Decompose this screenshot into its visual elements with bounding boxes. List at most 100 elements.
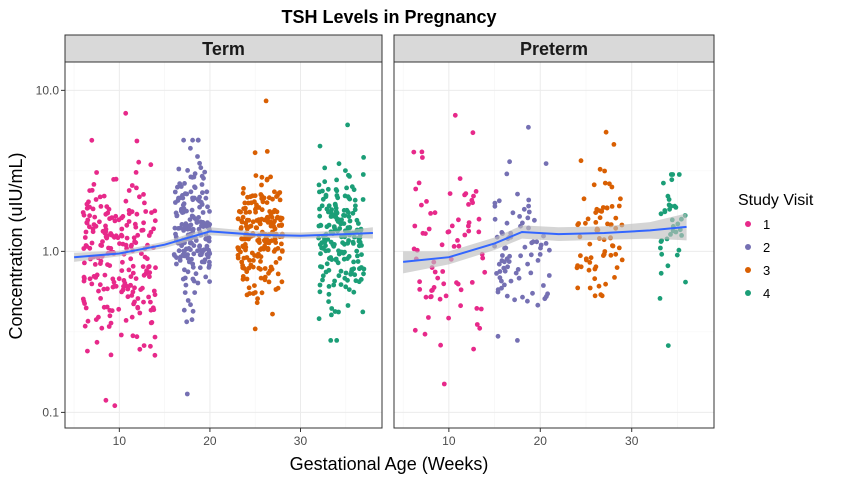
data-point-visit-1 [134, 334, 140, 340]
data-point-visit-1 [423, 231, 428, 237]
data-point-visit-3 [603, 129, 609, 135]
data-point-visit-1 [83, 305, 89, 311]
data-point-visit-2 [190, 308, 196, 314]
data-point-visit-4 [341, 208, 347, 213]
data-point-visit-1 [124, 222, 130, 228]
data-point-visit-1 [101, 304, 107, 310]
data-point-visit-1 [108, 231, 114, 236]
data-point-visit-3 [608, 252, 614, 258]
data-point-visit-2 [526, 209, 532, 215]
data-point-visit-1 [126, 267, 132, 273]
data-point-visit-1 [148, 343, 153, 349]
data-point-visit-1 [107, 313, 113, 319]
data-point-visit-1 [148, 307, 154, 313]
data-point-visit-2 [182, 191, 188, 197]
data-point-visit-3 [593, 264, 599, 270]
data-point-visit-3 [279, 279, 285, 285]
data-point-visit-1 [439, 242, 445, 248]
data-point-visit-1 [426, 226, 432, 232]
data-point-visit-4 [340, 240, 345, 246]
data-point-visit-1 [416, 180, 422, 186]
data-point-visit-4 [661, 180, 666, 186]
data-point-visit-3 [611, 142, 617, 147]
data-point-visit-2 [195, 137, 201, 143]
data-point-visit-2 [189, 317, 195, 323]
data-point-visit-3 [235, 255, 241, 261]
data-point-visit-1 [131, 235, 137, 241]
data-point-visit-4 [320, 246, 326, 251]
data-point-visit-4 [349, 267, 355, 272]
data-point-visit-4 [317, 213, 323, 219]
data-point-visit-4 [336, 251, 342, 257]
data-point-visit-1 [130, 270, 136, 276]
data-point-visit-2 [181, 206, 187, 212]
data-point-visit-4 [668, 203, 674, 209]
data-point-visit-2 [507, 159, 512, 165]
data-point-visit-3 [238, 226, 244, 232]
x-tick-label: 10 [442, 434, 456, 448]
data-point-visit-1 [115, 235, 121, 241]
data-point-visit-2 [513, 270, 519, 276]
data-point-visit-2 [497, 275, 503, 281]
data-point-visit-4 [316, 316, 322, 322]
data-point-visit-1 [119, 268, 125, 273]
data-point-visit-2 [526, 124, 531, 130]
legend-label: 1 [763, 217, 770, 232]
data-point-visit-4 [320, 277, 325, 283]
data-point-visit-3 [235, 216, 241, 222]
data-point-visit-3 [272, 189, 277, 195]
data-point-visit-2 [521, 206, 527, 212]
data-point-visit-1 [443, 293, 449, 299]
data-point-visit-3 [602, 168, 607, 174]
data-point-visit-1 [101, 193, 107, 199]
data-point-visit-3 [259, 216, 264, 222]
data-point-visit-1 [420, 155, 425, 160]
data-point-visit-1 [127, 283, 133, 288]
data-point-visit-4 [317, 143, 323, 149]
data-point-visit-4 [345, 194, 351, 200]
data-point-visit-1 [130, 289, 136, 295]
data-point-visit-1 [117, 241, 122, 247]
data-point-visit-3 [241, 236, 247, 242]
data-point-visit-3 [240, 190, 246, 196]
data-point-visit-2 [522, 244, 528, 250]
data-point-visit-1 [146, 294, 152, 300]
data-point-visit-4 [350, 210, 356, 216]
data-point-visit-2 [496, 198, 502, 204]
data-point-visit-1 [428, 294, 433, 300]
x-tick-label: 20 [203, 434, 217, 448]
data-point-visit-1 [151, 288, 157, 294]
data-point-visit-2 [181, 137, 187, 143]
data-point-visit-1 [143, 209, 149, 214]
data-point-visit-1 [89, 240, 95, 246]
data-point-visit-1 [426, 315, 431, 320]
data-point-visit-4 [353, 203, 358, 209]
data-point-visit-3 [597, 166, 603, 172]
data-point-visit-2 [205, 204, 210, 210]
data-point-visit-1 [98, 204, 104, 209]
data-point-visit-1 [413, 186, 419, 192]
data-point-visit-1 [476, 216, 482, 222]
data-point-visit-3 [277, 197, 283, 203]
data-point-visit-2 [190, 137, 196, 143]
data-point-visit-3 [261, 238, 267, 243]
y-tick-label: 1.0 [42, 244, 59, 258]
data-point-visit-2 [510, 210, 516, 216]
data-point-visit-1 [438, 342, 443, 348]
data-point-visit-3 [240, 274, 246, 279]
data-point-visit-2 [496, 261, 502, 267]
data-point-visit-3 [575, 222, 581, 228]
data-point-visit-3 [575, 285, 581, 291]
data-point-visit-4 [338, 282, 344, 287]
data-point-visit-2 [182, 181, 187, 186]
data-point-visit-4 [318, 264, 323, 269]
x-tick-label: 20 [534, 434, 548, 448]
data-point-visit-1 [103, 397, 109, 403]
data-point-visit-1 [82, 260, 87, 266]
facet-strip-label: Term [202, 39, 245, 59]
data-point-visit-3 [244, 226, 250, 232]
data-point-visit-4 [359, 265, 364, 270]
data-point-visit-4 [329, 312, 334, 318]
data-point-visit-1 [469, 280, 475, 285]
data-point-visit-1 [141, 299, 146, 305]
